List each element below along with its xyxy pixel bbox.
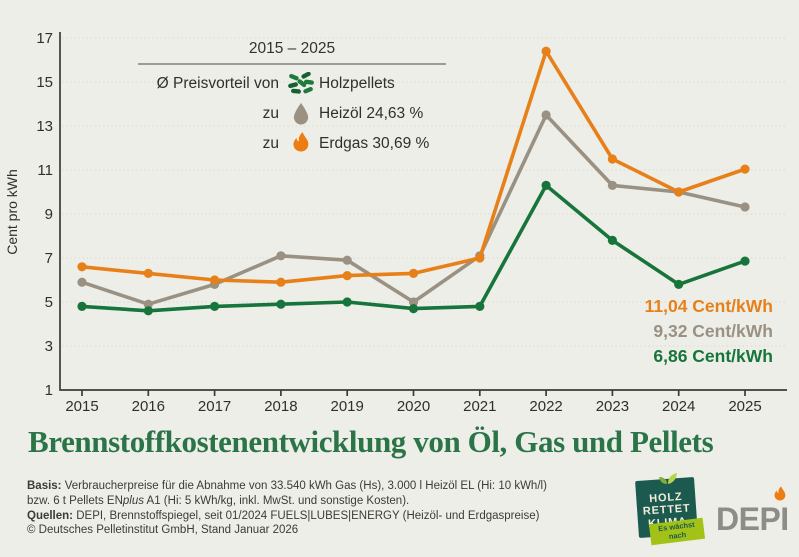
y-tick-label-13: 13 <box>36 118 53 135</box>
data-point-Holzpellets-2017 <box>210 301 220 311</box>
x-tick-label-2020: 2020 <box>397 398 430 415</box>
copyright-line: © Deutsches Pelletinstitut GmbH, Stand J… <box>27 524 299 537</box>
legend-row-prefix: zu <box>262 105 279 122</box>
final-value-erdgas: 11,04 Cent/kWh <box>644 296 773 316</box>
data-point-Holzpellets-2025 <box>740 256 750 266</box>
x-tick-label-2021: 2021 <box>463 398 496 415</box>
x-tick-label-2025: 2025 <box>728 398 761 415</box>
heizoel-drop-icon <box>283 99 319 129</box>
hrk-leaf-icon <box>659 473 677 484</box>
data-point-Heizöl-2020 <box>408 297 419 307</box>
data-point-Holzpellets-2018 <box>276 299 286 309</box>
data-point-Heizöl-2025 <box>740 202 750 212</box>
footer-notes: Basis: Verbraucherpreise für die Abnahme… <box>27 479 557 538</box>
y-axis-label: Cent pro kWh <box>4 169 20 255</box>
data-point-Erdgas-2016 <box>143 268 153 278</box>
x-tick-label-2024: 2024 <box>662 398 695 415</box>
chart-legend: 2015 – 2025 Ø Preisvorteil von H <box>138 40 446 159</box>
x-tick-label-2022: 2022 <box>529 398 562 415</box>
y-tick-label-9: 9 <box>45 206 53 223</box>
data-point-Holzpellets-2022 <box>541 180 551 190</box>
data-point-Holzpellets-2019 <box>342 297 352 307</box>
holz-rettet-klima-logo: HOLZ RETTET KLIMA Es wächst nach <box>634 472 708 552</box>
x-tick-label-2018: 2018 <box>264 398 297 415</box>
y-tick-label-3: 3 <box>45 338 53 355</box>
quellen-label: Quellen: <box>27 509 74 522</box>
x-tick-label-2023: 2023 <box>596 398 629 415</box>
legend-divider <box>138 63 446 65</box>
y-tick-label-17: 17 <box>36 30 53 47</box>
x-tick-label-2015: 2015 <box>65 398 98 415</box>
x-tick-label-2016: 2016 <box>132 398 165 415</box>
page-title: Brennstoffkostenentwicklung von Öl, Gas … <box>28 424 714 459</box>
legend-period: 2015 – 2025 <box>248 40 336 57</box>
data-point-Holzpellets-2015 <box>77 301 87 311</box>
data-point-Erdgas-2020 <box>408 268 419 278</box>
data-point-Erdgas-2024 <box>674 187 684 197</box>
y-tick-label-15: 15 <box>36 74 53 91</box>
basis-label: Basis: <box>27 480 62 492</box>
basis-line-2: bzw. 6 t Pellets ENplus A1 (Hi: 5 kWh/kg… <box>27 494 410 507</box>
holzpellets-icon <box>283 69 319 99</box>
data-point-Heizöl-2019 <box>342 255 352 265</box>
final-value-labels: 11,04 Cent/kWh 9,32 Cent/kWh 6,86 Cent/k… <box>645 294 773 369</box>
x-tick-label-2017: 2017 <box>198 398 231 415</box>
legend-row-prefix: Ø Preisvorteil von <box>156 75 279 92</box>
legend-row-prefix: zu <box>262 135 279 152</box>
data-point-Holzpellets-2021 <box>475 301 485 311</box>
data-point-Erdgas-2025 <box>740 164 750 174</box>
data-point-Erdgas-2015 <box>77 262 87 272</box>
legend-label-holzpellets: Holzpellets <box>319 75 395 92</box>
x-tick-label-2019: 2019 <box>331 398 364 415</box>
depi-flame-icon <box>774 486 786 501</box>
y-tick-label-7: 7 <box>45 250 53 267</box>
basis-line-1: Basis: Verbraucherpreise für die Abnahme… <box>27 480 547 492</box>
legend-label-erdgas: Erdgas 30,69 % <box>319 135 430 152</box>
data-point-Holzpellets-2020 <box>408 304 419 314</box>
data-point-Heizöl-2016 <box>143 299 153 309</box>
data-point-Erdgas-2019 <box>342 271 352 281</box>
series-line-Holzpellets <box>80 183 747 313</box>
legend-rows: Ø Preisvorteil von Holzpellets zu <box>138 69 446 159</box>
data-point-Heizöl-2022 <box>541 110 551 120</box>
axes <box>59 32 787 391</box>
data-point-Holzpellets-2024 <box>674 279 684 289</box>
data-point-Erdgas-2017 <box>210 275 220 285</box>
data-point-Holzpellets-2016 <box>143 306 153 316</box>
legend-label-heizoel: Heizöl 24,63 % <box>319 105 424 122</box>
y-tick-label-11: 11 <box>37 162 53 179</box>
final-value-holzpellets: 6,86 Cent/kWh <box>653 346 773 366</box>
data-point-Erdgas-2021 <box>475 253 485 263</box>
data-point-Erdgas-2018 <box>276 277 286 287</box>
depi-logo: DEPI <box>716 486 794 543</box>
y-tick-label-5: 5 <box>45 294 53 311</box>
data-point-Erdgas-2022 <box>541 46 551 56</box>
data-point-Heizöl-2018 <box>276 251 286 261</box>
fuel-cost-line-chart: 2015 2016 2017 2018 2019 2020 2021 2022 2023 2024… <box>36 30 787 415</box>
data-point-Heizöl-2015 <box>77 277 87 287</box>
data-point-Heizöl-2023 <box>607 180 618 190</box>
depi-wordmark: DEPI <box>716 501 789 537</box>
quellen-line: Quellen: DEPI, Brennstoffspiegel, seit 0… <box>27 509 540 522</box>
final-value-heizoel: 9,32 Cent/kWh <box>653 321 773 341</box>
y-tick-label-1: 1 <box>45 382 53 399</box>
erdgas-flame-icon <box>283 129 319 159</box>
data-point-Holzpellets-2023 <box>607 235 618 245</box>
data-point-Erdgas-2023 <box>607 154 618 164</box>
